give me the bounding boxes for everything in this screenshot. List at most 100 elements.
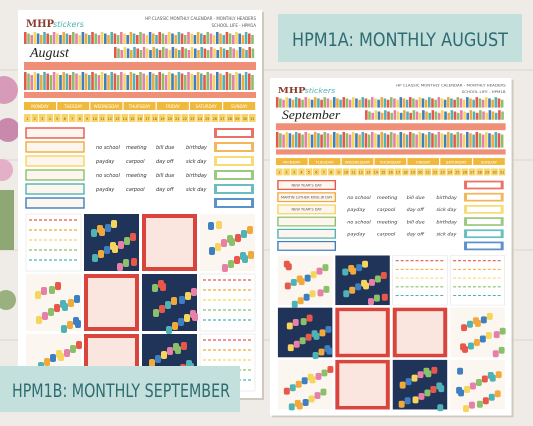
date-box <box>249 114 256 122</box>
pencil <box>342 131 346 148</box>
weekday: WEDNESDAY <box>345 160 371 164</box>
date-box <box>69 114 76 122</box>
pencil <box>389 97 393 108</box>
pattern-glyph <box>74 295 80 303</box>
pattern-glyph <box>374 275 381 283</box>
pattern-glyph <box>362 260 369 268</box>
pencil <box>72 32 75 44</box>
pattern-glyph <box>295 380 302 388</box>
pattern-glyph <box>175 346 181 354</box>
pencil <box>500 134 504 148</box>
pattern-glyph <box>373 294 380 302</box>
pattern-glyph <box>287 344 294 352</box>
pattern-glyph <box>247 226 253 234</box>
pencil <box>482 111 485 120</box>
logo-sub: stickers <box>53 20 84 29</box>
pattern-glyph <box>312 352 319 360</box>
date: 22 <box>433 171 437 175</box>
pencil <box>107 75 110 90</box>
pattern-glyph <box>469 382 476 390</box>
pencil <box>136 35 139 44</box>
pattern-glyph <box>242 255 248 263</box>
pattern-glyph <box>368 298 374 306</box>
pencil <box>358 99 361 108</box>
pattern-glyph <box>48 308 54 316</box>
pencil <box>462 134 466 148</box>
date-box <box>166 114 174 122</box>
event-word: birthday <box>186 145 208 151</box>
pencil <box>390 112 393 120</box>
pencil <box>30 75 33 90</box>
pencil <box>36 73 40 90</box>
pattern-glyph <box>305 333 312 341</box>
label-box <box>25 169 85 181</box>
pencil <box>136 48 139 58</box>
pencil <box>222 48 226 58</box>
pencil <box>402 98 406 108</box>
event-word: day off <box>156 187 175 193</box>
pencil <box>294 97 298 108</box>
pencil <box>155 48 159 58</box>
pattern-glyph <box>321 369 328 377</box>
pencil <box>453 111 457 120</box>
pattern-glyph <box>488 393 495 401</box>
pencil <box>469 110 473 120</box>
event-word: sick day <box>186 187 207 193</box>
pencil <box>405 134 409 148</box>
label-box <box>277 240 337 251</box>
event-word: day off <box>407 207 425 213</box>
pattern-glyph <box>293 340 300 348</box>
date: 7 <box>323 171 325 175</box>
pattern-glyph <box>320 388 327 396</box>
pencil <box>317 133 320 148</box>
pencil <box>225 72 229 90</box>
pencil <box>323 131 327 148</box>
pencil <box>412 110 416 120</box>
pencil <box>88 35 91 44</box>
date: 26 <box>213 117 217 121</box>
pencil <box>84 73 88 90</box>
date-box <box>298 168 305 176</box>
date-box <box>372 168 379 176</box>
pencil <box>24 72 27 90</box>
date: 5 <box>56 117 58 121</box>
pattern-glyph <box>300 318 307 326</box>
pencil <box>485 131 488 148</box>
pencil <box>275 97 279 108</box>
date: 6 <box>315 171 317 175</box>
pattern-glyph <box>326 347 333 355</box>
side-box-inner <box>217 130 251 136</box>
date-box <box>305 168 313 176</box>
pattern-glyph <box>461 324 468 332</box>
date-box <box>417 168 424 176</box>
pattern-glyph <box>481 375 488 383</box>
pencil <box>164 35 168 44</box>
pattern-glyph <box>149 359 155 367</box>
pattern-glyph <box>184 314 190 322</box>
pattern-glyph <box>291 300 298 308</box>
pencil <box>304 131 308 148</box>
pencil <box>355 133 358 148</box>
pattern-glyph <box>473 339 480 346</box>
pattern-glyph <box>55 282 61 290</box>
date-box <box>409 168 417 176</box>
pencil <box>310 99 314 108</box>
pencil <box>84 33 88 44</box>
logo: MHP <box>278 85 306 95</box>
date-box <box>114 114 121 122</box>
pencil <box>434 134 437 148</box>
pencil <box>238 73 241 90</box>
pattern-glyph <box>130 233 136 241</box>
date: 1 <box>26 117 28 121</box>
pattern-glyph <box>498 346 505 354</box>
date-box <box>91 114 99 122</box>
pencil <box>491 111 495 120</box>
pencil <box>244 32 248 44</box>
side-box-inner <box>217 200 251 206</box>
pencil <box>59 35 62 44</box>
pattern-glyph <box>70 345 76 353</box>
pattern-glyph <box>463 405 469 413</box>
pencil <box>152 73 155 90</box>
pencil <box>380 131 384 148</box>
pattern-glyph <box>209 247 215 255</box>
